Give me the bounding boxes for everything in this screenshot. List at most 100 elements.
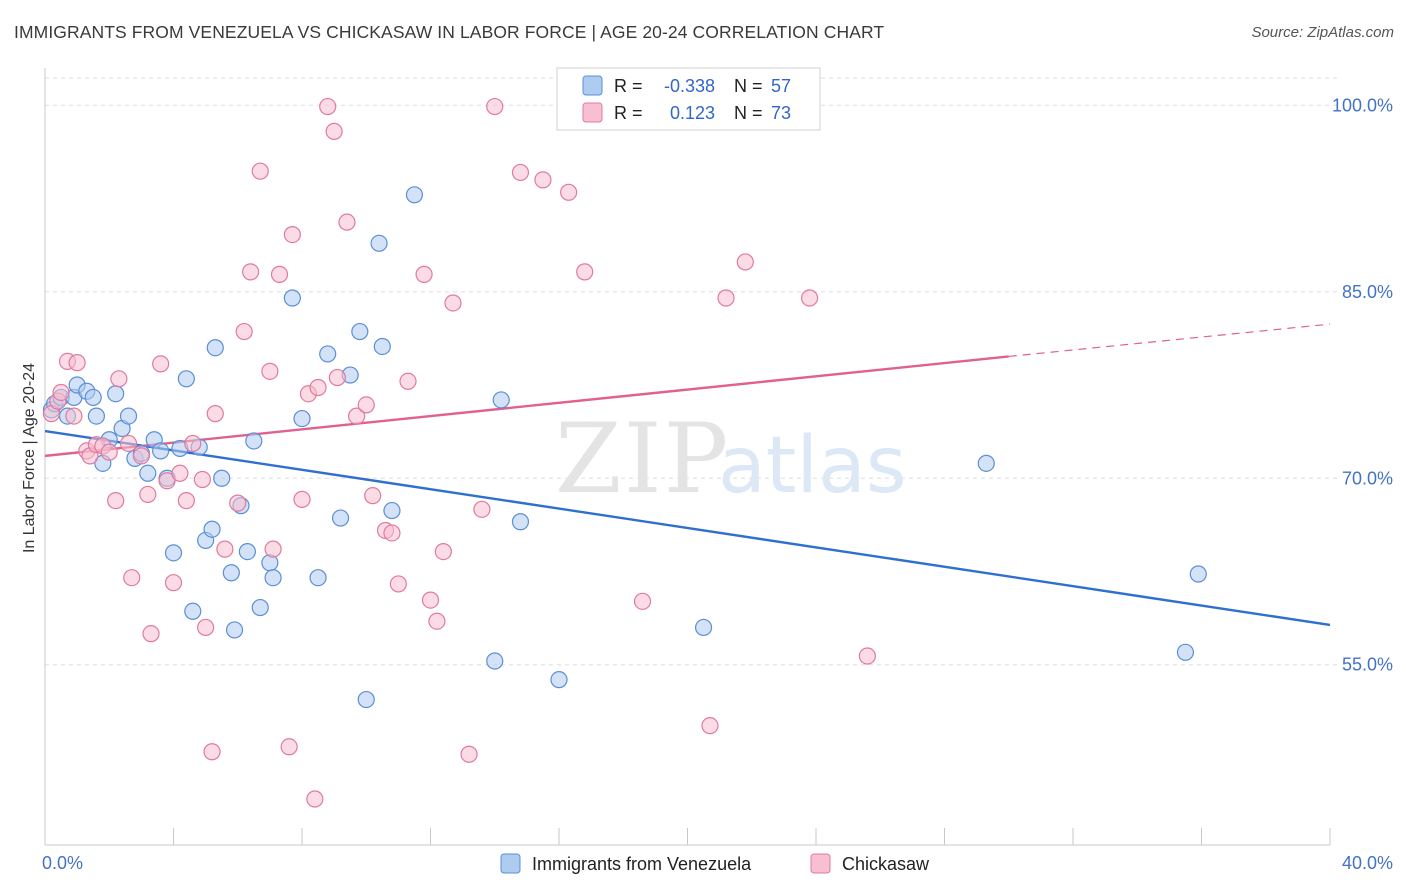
point-series-1-42	[319, 97, 337, 116]
tick-labels: 55.0% 70.0% 85.0% 100.0% 0.0% 40.0%	[42, 95, 1393, 873]
point-series-0-11	[107, 385, 125, 403]
legend-r-label-2: R =	[614, 103, 643, 123]
point-series-0-28	[213, 469, 231, 487]
point-series-0-16	[139, 464, 157, 482]
point-series-1-10	[100, 443, 118, 461]
point-series-1-25	[197, 618, 215, 637]
legend-r-value-1: -0.338	[664, 76, 715, 96]
point-series-1-46	[348, 407, 366, 425]
legend-n-value-1: 57	[771, 76, 791, 96]
point-series-1-61	[511, 163, 530, 182]
point-series-1-16	[139, 485, 157, 504]
point-series-1-53	[415, 265, 433, 283]
point-series-0-38	[293, 409, 311, 428]
point-series-1-35	[270, 265, 289, 283]
point-series-0-18	[152, 442, 170, 460]
point-series-0-41	[331, 509, 350, 527]
point-series-1-65	[576, 263, 594, 281]
watermark-zip: ZIP	[555, 403, 730, 515]
point-series-1-19	[158, 472, 176, 490]
point-series-0-52	[550, 671, 568, 689]
point-series-1-51	[389, 575, 407, 593]
y-tick-label-2: 85.0%	[1342, 282, 1393, 302]
point-series-0-54	[977, 454, 995, 472]
x-tick-label-1: 40.0%	[1342, 853, 1393, 873]
point-series-0-26	[203, 520, 221, 538]
point-series-1-70	[800, 289, 819, 307]
legend-r-value-2: 0.123	[670, 103, 715, 123]
point-series-0-48	[405, 186, 424, 204]
point-series-0-32	[238, 543, 256, 561]
point-series-1-54	[421, 591, 440, 609]
point-series-1-33	[261, 362, 279, 380]
point-series-1-52	[399, 372, 417, 390]
point-series-1-59	[473, 500, 491, 518]
legend-n-label-1: N =	[734, 76, 763, 96]
point-series-1-29	[229, 494, 247, 512]
series-legend-label-venezuela: Immigrants from Venezuela	[532, 854, 752, 874]
grid-lines	[45, 77, 1338, 666]
point-series-0-20	[164, 544, 183, 562]
point-series-0-49	[486, 652, 504, 670]
point-series-1-23	[184, 434, 202, 453]
point-series-1-58	[460, 745, 478, 763]
watermark: ZIP atlas	[555, 403, 907, 515]
point-series-1-26	[203, 743, 221, 761]
trend-extension-1	[1008, 323, 1331, 358]
legend-swatch-chickasaw	[582, 102, 603, 123]
point-series-0-30	[225, 621, 244, 639]
point-series-0-47	[383, 501, 401, 520]
point-series-1-55	[428, 612, 446, 630]
point-series-0-53	[694, 618, 713, 637]
point-series-0-39	[309, 569, 327, 587]
point-series-1-13	[119, 434, 138, 453]
point-series-1-62	[534, 171, 552, 189]
y-tick-label-0: 55.0%	[1342, 655, 1393, 675]
point-series-1-18	[152, 355, 170, 373]
point-series-1-40	[306, 790, 324, 808]
point-series-1-28	[216, 540, 234, 558]
point-series-0-8	[87, 407, 106, 425]
point-series-1-31	[242, 263, 260, 281]
point-series-1-34	[264, 540, 282, 558]
legend-r-label-1: R =	[614, 76, 643, 96]
point-series-1-24	[193, 470, 212, 489]
point-series-1-12	[110, 370, 128, 388]
point-series-1-45	[338, 213, 356, 231]
point-series-1-4	[65, 407, 83, 425]
point-series-0-37	[283, 289, 301, 307]
point-series-1-17	[142, 625, 160, 643]
point-series-0-50	[492, 391, 510, 409]
correlation-legend: R = -0.338 N = 57 R = 0.123 N = 73	[556, 67, 821, 131]
legend-n-value-2: 73	[771, 103, 791, 123]
point-series-1-2	[52, 383, 70, 402]
point-series-0-36	[264, 569, 282, 587]
point-series-0-7	[84, 388, 102, 407]
point-series-0-33	[245, 432, 263, 450]
point-series-0-22	[177, 370, 195, 388]
chart-title: IMMIGRANTS FROM VENEZUELA VS CHICKASAW I…	[14, 22, 885, 42]
point-series-0-43	[351, 322, 369, 341]
point-series-0-55	[1176, 643, 1195, 661]
watermark-atlas: atlas	[718, 421, 907, 511]
point-series-1-57	[444, 294, 462, 312]
point-series-1-48	[364, 487, 382, 505]
point-series-1-15	[132, 447, 150, 465]
point-series-1-36	[280, 738, 298, 756]
point-series-1-41	[309, 378, 327, 397]
point-series-0-45	[370, 234, 388, 252]
point-series-0-13	[119, 407, 138, 425]
series-legend: Immigrants from Venezuela Chickasaw	[500, 853, 930, 874]
point-series-1-37	[283, 225, 301, 244]
point-series-1-67	[701, 717, 719, 735]
y-tick-label-1: 70.0%	[1342, 468, 1393, 488]
x-tick-label-0: 0.0%	[42, 853, 83, 873]
point-series-0-51	[511, 513, 530, 531]
point-series-0-56	[1189, 565, 1207, 583]
point-series-1-44	[328, 368, 346, 387]
point-series-1-32	[251, 162, 269, 180]
point-series-1-47	[357, 396, 375, 414]
legend-n-label-2: N =	[734, 103, 763, 123]
series-legend-swatch-venezuela	[500, 853, 521, 874]
